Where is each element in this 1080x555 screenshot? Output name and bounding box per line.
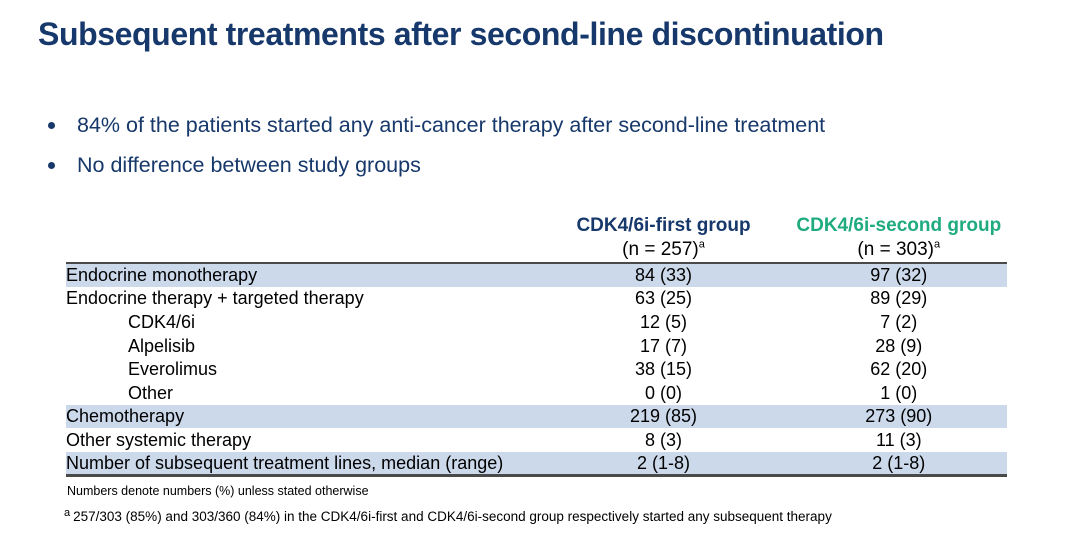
bullet-item: No difference between study groups [42, 152, 825, 179]
n-header-row: (n = 257)a (n = 303)a [66, 237, 1007, 263]
table-row: CDK4/6i 12 (5) 7 (2) [66, 310, 1007, 334]
value-cell-first-group: 38 (15) [635, 359, 693, 380]
col-header-n-second: (n = 303)a [791, 237, 1007, 263]
bullet-icon [48, 122, 55, 129]
row-label: CDK4/6i [128, 311, 196, 332]
row-label: Other systemic therapy [66, 429, 252, 450]
bullet-text: 84% of the patients started any anti-can… [77, 113, 826, 137]
value-cell-first-group: 84 (33) [635, 265, 693, 286]
row-label: Other [128, 382, 174, 403]
table-row: Number of subsequent treatment lines, me… [66, 451, 1007, 476]
n-first-text: (n = 257) [622, 238, 699, 260]
value-cell-second-group: 97 (32) [870, 265, 928, 286]
n-second-superscript: a [934, 238, 941, 251]
col-header-second-group: CDK4/6i-second group [796, 215, 1002, 236]
value-cell-second-group: 273 (90) [865, 406, 933, 427]
value-cell-second-group: 1 (0) [880, 382, 918, 403]
bullet-text: No difference between study groups [77, 153, 421, 177]
table-row: Endocrine therapy + targeted therapy 63 (… [66, 287, 1007, 311]
n-first-superscript: a [698, 238, 705, 251]
value-cell-first-group: 17 (7) [640, 335, 688, 356]
col-header-first-group: CDK4/6i-first group [576, 215, 751, 236]
footnote-general: Numbers denote numbers (%) unless stated… [67, 484, 369, 498]
treatments-table: CDK4/6i-first group CDK4/6i-second group… [66, 206, 1007, 477]
table-row: Endocrine monotherapy 84 (33) 97 (32) [66, 263, 1007, 287]
empty-header-cell [66, 237, 537, 263]
row-label: Endocrine therapy + targeted therapy [66, 288, 364, 309]
value-cell-first-group: 8 (3) [645, 429, 683, 450]
row-label: Chemotherapy [66, 406, 185, 427]
table-row: Alpelisib 17 (7) 28 (9) [66, 334, 1007, 358]
footnote-a: a 257/303 (85%) and 303/360 (84%) in the … [64, 506, 832, 524]
bullet-item: 84% of the patients started any anti-can… [42, 112, 825, 139]
bullet-icon [48, 162, 55, 169]
group-header-row: CDK4/6i-first group CDK4/6i-second group [66, 206, 1007, 237]
value-cell-second-group: 7 (2) [880, 311, 918, 332]
value-cell-first-group: 2 (1-8) [637, 452, 691, 473]
bullet-list: 84% of the patients started any anti-can… [42, 112, 825, 192]
table-row: Other 0 (0) 1 (0) [66, 381, 1007, 405]
value-cell-second-group: 62 (20) [870, 359, 928, 380]
row-label: Alpelisib [128, 335, 196, 356]
footnote-detail-text: 257/303 (85%) and 303/360 (84%) in the C… [73, 509, 832, 524]
value-cell-second-group: 11 (3) [875, 429, 922, 450]
value-cell-first-group: 0 (0) [645, 382, 683, 403]
treatments-table-grid: CDK4/6i-first group CDK4/6i-second group… [66, 206, 1007, 477]
row-label: Everolimus [128, 359, 218, 380]
page-title: Subsequent treatments after second-line … [38, 16, 884, 52]
table-row: Everolimus 38 (15) 62 (20) [66, 357, 1007, 381]
value-cell-first-group: 12 (5) [640, 311, 688, 332]
value-cell-first-group: 63 (25) [635, 288, 693, 309]
n-second-text: (n = 303) [857, 238, 934, 260]
table-row: Chemotherapy 219 (85) 273 (90) [66, 404, 1007, 429]
table-row: Other systemic therapy 8 (3) 11 (3) [66, 428, 1007, 452]
row-label: Number of subsequent treatment lines, me… [66, 452, 504, 473]
value-cell-second-group: 89 (29) [870, 288, 928, 309]
table-body: Endocrine monotherapy 84 (33) 97 (32) Endoc… [66, 263, 1007, 476]
col-header-n-first: (n = 257)a [537, 237, 791, 263]
footnote-superscript: a [64, 506, 71, 519]
table-header: CDK4/6i-first group CDK4/6i-second group… [66, 206, 1007, 263]
empty-header-cell [66, 206, 537, 237]
value-cell-second-group: 2 (1-8) [872, 452, 926, 473]
value-cell-second-group: 28 (9) [875, 335, 923, 356]
value-cell-first-group: 219 (85) [630, 406, 698, 427]
row-label: Endocrine monotherapy [66, 265, 258, 286]
